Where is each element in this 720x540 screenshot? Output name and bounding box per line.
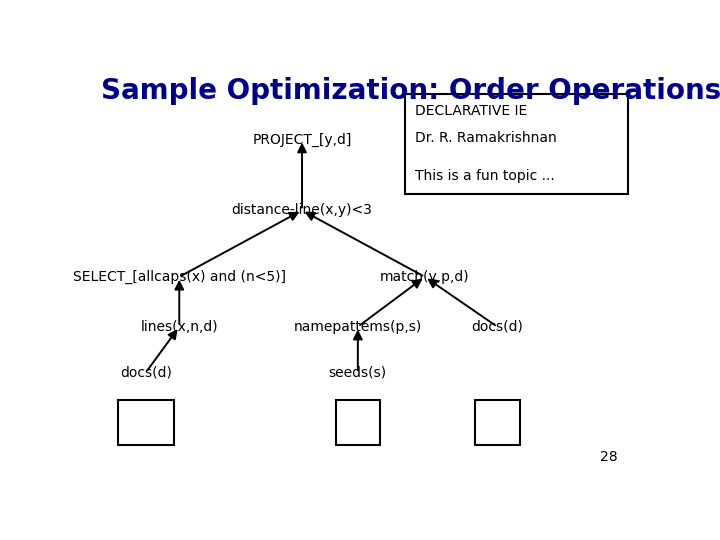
Text: docs(d): docs(d) [120, 366, 172, 380]
Text: distance-line(x,y)<3: distance-line(x,y)<3 [232, 204, 372, 217]
Text: SELECT_[allcaps(x) and (n<5)]: SELECT_[allcaps(x) and (n<5)] [73, 270, 286, 284]
FancyBboxPatch shape [405, 94, 629, 194]
Text: PROJECT_[y,d]: PROJECT_[y,d] [252, 133, 352, 147]
Text: Dr. R. Ramakrishnan: Dr. R. Ramakrishnan [415, 131, 557, 145]
FancyBboxPatch shape [118, 400, 174, 446]
Text: seeds(s): seeds(s) [329, 366, 387, 380]
Text: This is a fun topic ...: This is a fun topic ... [415, 169, 555, 183]
Text: namepattems(p,s): namepattems(p,s) [294, 320, 422, 334]
Text: match(y,p,d): match(y,p,d) [380, 270, 469, 284]
Text: DECLARATIVE IE: DECLARATIVE IE [415, 104, 528, 118]
Text: 28: 28 [600, 450, 618, 464]
FancyBboxPatch shape [336, 400, 380, 446]
Text: docs(d): docs(d) [472, 320, 523, 334]
Text: lines(x,n,d): lines(x,n,d) [140, 320, 218, 334]
Text: Sample Optimization: Order Operations: Sample Optimization: Order Operations [101, 77, 720, 105]
FancyBboxPatch shape [475, 400, 520, 446]
